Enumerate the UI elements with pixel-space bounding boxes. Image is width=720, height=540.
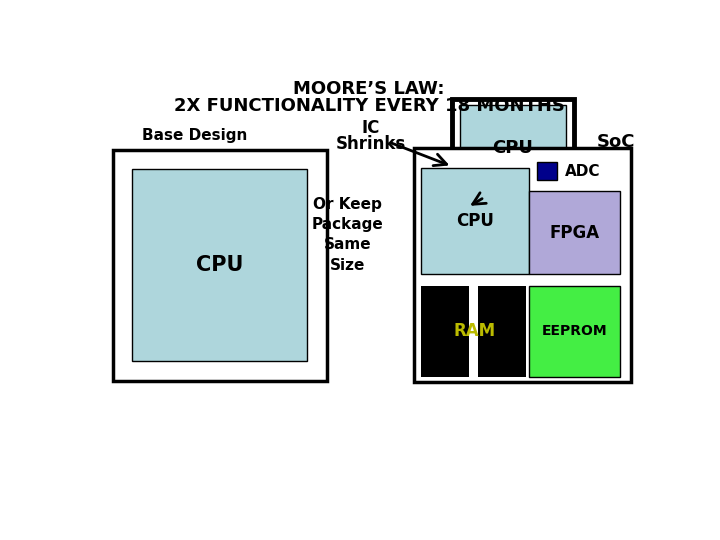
Text: CPU: CPU — [492, 139, 534, 157]
Text: 2X FUNCTIONALITY EVERY 18 MONTHS: 2X FUNCTIONALITY EVERY 18 MONTHS — [174, 97, 564, 114]
Text: CPU: CPU — [456, 212, 494, 230]
Text: Or Keep: Or Keep — [313, 198, 382, 212]
Text: Shrinks: Shrinks — [336, 135, 405, 153]
Bar — [452, 99, 574, 197]
Text: Size: Size — [330, 258, 365, 273]
Bar — [113, 150, 328, 381]
Text: EEPROM: EEPROM — [541, 324, 608, 338]
Text: Same: Same — [323, 238, 372, 253]
Text: MOORE’S LAW:: MOORE’S LAW: — [293, 80, 445, 98]
Bar — [421, 286, 469, 377]
Text: Base Design: Base Design — [142, 128, 247, 143]
Text: FPGA: FPGA — [549, 224, 600, 242]
Bar — [529, 286, 620, 377]
Bar — [529, 191, 620, 274]
Bar — [421, 168, 529, 274]
Bar — [478, 286, 526, 377]
Text: RAM: RAM — [454, 322, 495, 340]
Text: Package: Package — [312, 218, 383, 232]
Text: CPU: CPU — [196, 255, 243, 275]
Text: ADC: ADC — [564, 164, 600, 179]
Text: IC: IC — [361, 119, 379, 137]
Bar — [537, 162, 557, 180]
Bar — [414, 148, 631, 382]
Text: SoC: SoC — [597, 133, 636, 151]
Bar — [132, 168, 307, 361]
Bar — [460, 105, 566, 191]
